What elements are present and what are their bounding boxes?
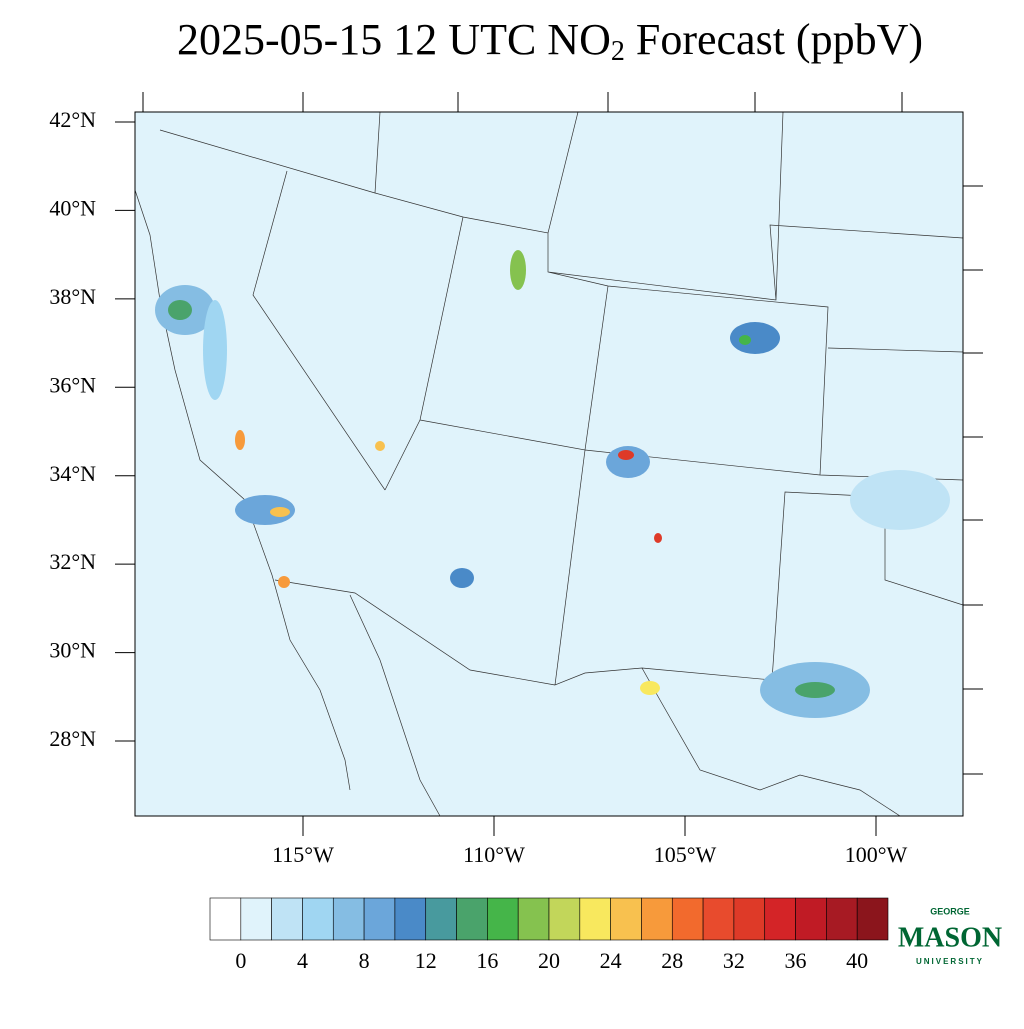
colorbar-box — [733, 897, 766, 941]
colorbar-box — [363, 897, 396, 941]
colorbar-label: 36 — [785, 948, 807, 973]
colorbar-box — [856, 897, 889, 941]
lon-label: 105°W — [654, 842, 717, 867]
colorbar-label: 28 — [661, 948, 683, 973]
lat-label: 38°N — [49, 284, 96, 309]
colorbar-box — [826, 897, 858, 941]
lat-label: 34°N — [49, 461, 96, 486]
colorbar-box — [610, 897, 642, 941]
colorbar-label: 40 — [846, 948, 868, 973]
colorbar-label: 16 — [476, 948, 498, 973]
colorbar-box — [209, 897, 242, 941]
colorbar-box — [302, 897, 334, 941]
logo-text: UNIVERSITY — [916, 957, 984, 966]
lat-label: 28°N — [49, 726, 96, 751]
title-text: 2025-05-15 12 UTC NO — [177, 15, 611, 64]
colorbar-box — [671, 897, 704, 941]
colorbar-box — [271, 897, 303, 941]
colorbar-label: 20 — [538, 948, 560, 973]
colorbar-label: 24 — [600, 948, 622, 973]
logo-text: GEORGE — [930, 906, 970, 916]
lon-label: 100°W — [845, 842, 908, 867]
lat-label: 32°N — [49, 549, 96, 574]
colorbar-box — [795, 897, 827, 941]
colorbar-label: 12 — [415, 948, 437, 973]
map-frame — [134, 111, 964, 817]
frame-ticks — [142, 92, 983, 775]
lat-label: 42°N — [49, 107, 96, 132]
colorbar-box — [456, 897, 488, 941]
title-text: Forecast (ppbV) — [625, 15, 923, 64]
map — [134, 92, 983, 817]
colorbar-box — [548, 897, 581, 941]
colorbar-label: 8 — [359, 948, 370, 973]
colorbar-label: 0 — [235, 948, 246, 973]
lon-label: 110°W — [463, 842, 525, 867]
state-borders — [159, 111, 964, 686]
colorbar-box — [764, 897, 796, 941]
colorbar-box — [517, 897, 550, 941]
lon-label: 115°W — [272, 842, 334, 867]
colorbar-box — [487, 897, 519, 941]
colorbar-box — [641, 897, 673, 941]
title: 2025-05-15 12 UTC NO2 Forecast (ppbV) — [177, 15, 923, 67]
lat-label: 40°N — [49, 195, 96, 220]
title-subscript: 2 — [611, 36, 625, 67]
logo: GEORGE MASON UNIVERSITY — [898, 906, 1002, 966]
colorbar-box — [332, 897, 365, 941]
lat-label: 30°N — [49, 638, 96, 663]
colorbar-box — [240, 897, 272, 941]
colorbar-box — [394, 897, 427, 941]
colorbar-box — [425, 897, 457, 941]
colorbar-box — [579, 897, 611, 941]
colorbar-label: 4 — [297, 948, 308, 973]
colorbar-box — [702, 897, 735, 941]
no2-plumes — [155, 250, 950, 718]
lat-label: 36°N — [49, 372, 96, 397]
logo-text: MASON — [898, 922, 1002, 953]
colorbar-label: 32 — [723, 948, 745, 973]
